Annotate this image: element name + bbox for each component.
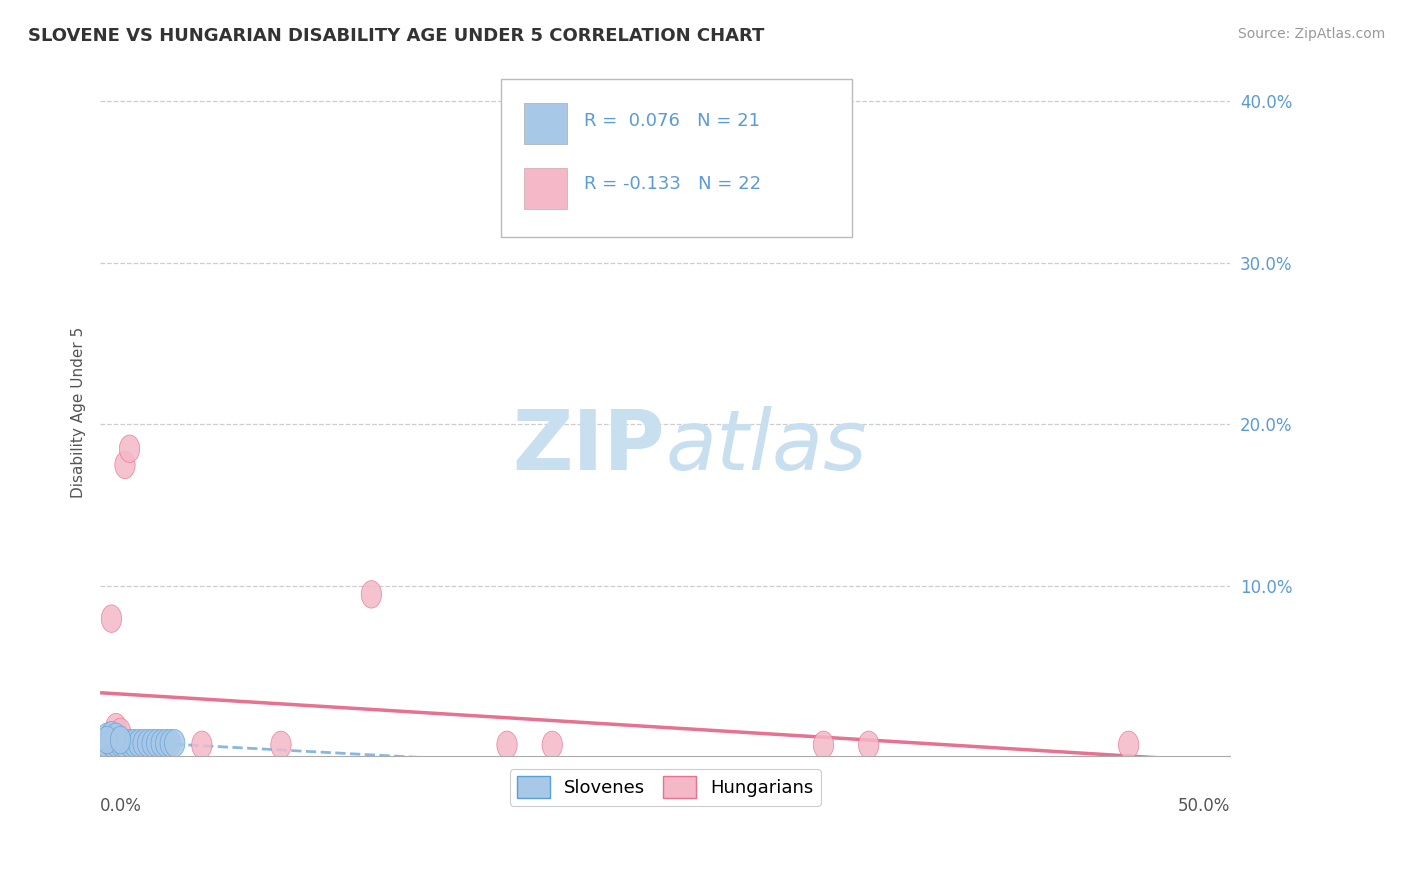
Text: R =  0.076   N = 21: R = 0.076 N = 21 bbox=[583, 112, 759, 129]
Ellipse shape bbox=[361, 581, 381, 608]
Ellipse shape bbox=[142, 730, 162, 757]
FancyBboxPatch shape bbox=[502, 78, 852, 237]
Ellipse shape bbox=[120, 731, 139, 758]
Ellipse shape bbox=[105, 714, 127, 740]
Ellipse shape bbox=[124, 730, 145, 757]
Text: 50.0%: 50.0% bbox=[1178, 797, 1230, 814]
Text: Source: ZipAtlas.com: Source: ZipAtlas.com bbox=[1237, 27, 1385, 41]
Ellipse shape bbox=[101, 605, 121, 632]
Ellipse shape bbox=[97, 723, 117, 750]
Ellipse shape bbox=[105, 730, 127, 757]
Ellipse shape bbox=[156, 730, 176, 757]
FancyBboxPatch shape bbox=[524, 169, 567, 210]
Ellipse shape bbox=[124, 731, 145, 758]
FancyBboxPatch shape bbox=[524, 103, 567, 145]
Ellipse shape bbox=[101, 730, 121, 757]
Ellipse shape bbox=[128, 731, 149, 758]
Ellipse shape bbox=[97, 726, 117, 754]
Text: R = -0.133   N = 22: R = -0.133 N = 22 bbox=[583, 175, 761, 193]
Ellipse shape bbox=[115, 731, 135, 758]
Ellipse shape bbox=[120, 435, 139, 462]
Ellipse shape bbox=[859, 731, 879, 758]
Ellipse shape bbox=[134, 730, 153, 757]
Ellipse shape bbox=[165, 730, 186, 757]
Ellipse shape bbox=[128, 730, 149, 757]
Ellipse shape bbox=[115, 731, 135, 758]
Ellipse shape bbox=[160, 730, 180, 757]
Legend: Slovenes, Hungarians: Slovenes, Hungarians bbox=[510, 769, 821, 805]
Ellipse shape bbox=[97, 731, 117, 758]
Y-axis label: Disability Age Under 5: Disability Age Under 5 bbox=[72, 326, 86, 498]
Ellipse shape bbox=[105, 731, 127, 758]
Ellipse shape bbox=[1118, 731, 1139, 758]
Ellipse shape bbox=[110, 731, 131, 758]
Ellipse shape bbox=[146, 730, 167, 757]
Ellipse shape bbox=[110, 726, 131, 754]
Ellipse shape bbox=[813, 731, 834, 758]
Ellipse shape bbox=[110, 730, 131, 757]
Text: ZIP: ZIP bbox=[513, 406, 665, 487]
Ellipse shape bbox=[120, 730, 139, 757]
Ellipse shape bbox=[138, 730, 157, 757]
Ellipse shape bbox=[543, 731, 562, 758]
Ellipse shape bbox=[146, 731, 167, 758]
Ellipse shape bbox=[101, 731, 121, 758]
Ellipse shape bbox=[191, 731, 212, 758]
Ellipse shape bbox=[105, 723, 127, 750]
Ellipse shape bbox=[110, 718, 131, 746]
Ellipse shape bbox=[115, 451, 135, 479]
Ellipse shape bbox=[97, 731, 117, 758]
Ellipse shape bbox=[271, 731, 291, 758]
Text: 0.0%: 0.0% bbox=[100, 797, 142, 814]
Text: atlas: atlas bbox=[665, 406, 868, 487]
Text: SLOVENE VS HUNGARIAN DISABILITY AGE UNDER 5 CORRELATION CHART: SLOVENE VS HUNGARIAN DISABILITY AGE UNDE… bbox=[28, 27, 765, 45]
Ellipse shape bbox=[496, 731, 517, 758]
Ellipse shape bbox=[150, 730, 172, 757]
Ellipse shape bbox=[101, 722, 121, 749]
